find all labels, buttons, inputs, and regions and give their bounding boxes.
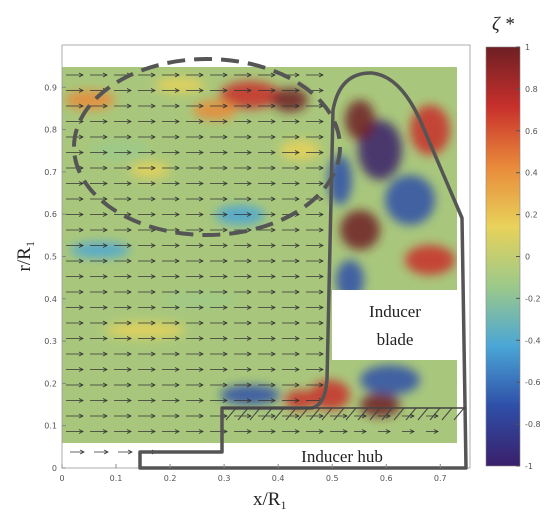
colorbar-tick-label: -1: [525, 462, 533, 471]
y-tick-label: 0.3: [44, 337, 57, 346]
x-tick-label: 0.5: [326, 474, 339, 483]
y-tick-label: 0.6: [44, 210, 57, 219]
y-tick-label: 0.7: [44, 168, 57, 177]
vector-arrow: [118, 450, 132, 454]
colorbar-tick-label: -0.4: [525, 336, 541, 345]
y-tick-label: 0.8: [44, 126, 57, 135]
colorbar-tick-label: -0.8: [525, 420, 541, 429]
vorticity-blob: [385, 175, 435, 225]
vorticity-blob: [130, 162, 170, 178]
colorbar-tick-label: 0: [525, 253, 530, 262]
y-tick-label: 0: [52, 464, 57, 473]
vector-arrow: [70, 450, 84, 454]
y-tick-label: 0.2: [44, 379, 57, 388]
colorbar-tick-label: -0.6: [525, 378, 541, 387]
vorticity-blob: [405, 245, 455, 275]
vorticity-blob: [105, 322, 185, 338]
y-tick-label: 0.9: [44, 83, 57, 92]
colorbar-tick-label: -0.2: [525, 294, 541, 303]
x-tick-label: 0.7: [434, 474, 447, 483]
vorticity-blob: [215, 205, 265, 225]
hub-label: Inducer hub: [301, 447, 383, 466]
chart: Inducer blade Inducer hub x/R₁ r/R₁ ζ * …: [0, 0, 550, 516]
vorticity-blob: [70, 242, 130, 258]
colorbar-tick-label: 0.4: [525, 169, 538, 178]
x-axis-label: x/R₁: [253, 489, 287, 510]
y-axis-label: r/R₁: [14, 241, 35, 272]
colorbar-tick-label: 0.2: [525, 211, 538, 220]
x-tick-label: 0.4: [272, 474, 285, 483]
x-tick-label: 0.2: [164, 474, 177, 483]
vorticity-blob: [360, 393, 400, 417]
y-tick-label: 0.5: [44, 253, 57, 262]
vorticity-blob: [345, 100, 375, 140]
colorbar-tick-label: 1: [525, 43, 530, 52]
x-tick-label: 0.3: [218, 474, 231, 483]
blade-label: blade: [377, 330, 414, 349]
vector-arrow: [94, 450, 108, 454]
colorbar: [486, 47, 520, 466]
colorbar-tick-label: 0.8: [525, 85, 538, 94]
y-tick-label: 0.1: [44, 422, 57, 431]
blade-label-box: [332, 290, 458, 360]
x-tick-label: 0: [59, 474, 64, 483]
vorticity-blob: [340, 210, 380, 250]
vorticity-blob: [280, 140, 320, 160]
blade-label: Inducer: [369, 302, 421, 321]
vorticity-blob: [193, 100, 237, 120]
vorticity-blob: [160, 294, 240, 306]
x-tick-label: 0.1: [110, 474, 123, 483]
colorbar-label: ζ *: [492, 14, 514, 35]
y-tick-label: 0.4: [44, 295, 57, 304]
x-tick-label: 0.6: [380, 474, 393, 483]
colorbar-tick-label: 0.6: [525, 127, 538, 136]
vorticity-blob: [220, 385, 280, 405]
vorticity-blob: [360, 365, 420, 395]
vorticity-blob: [90, 140, 150, 160]
vorticity-blob: [272, 88, 308, 112]
